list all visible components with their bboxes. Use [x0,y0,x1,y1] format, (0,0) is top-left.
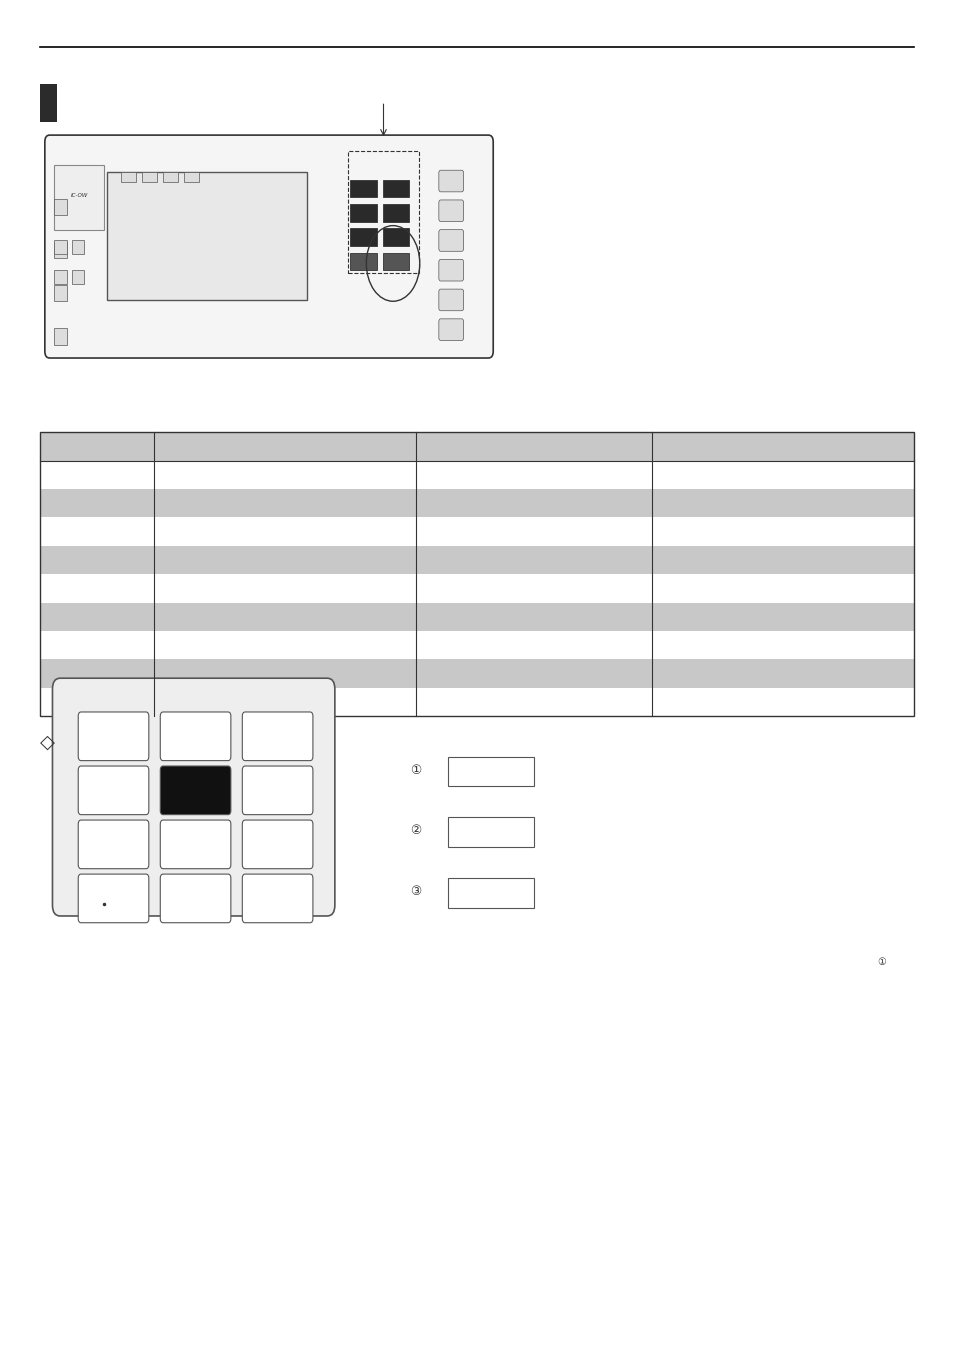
Bar [40,489,913,517]
Bar [40,517,913,546]
Bar [382,228,409,246]
FancyBboxPatch shape [78,766,149,815]
Bar [348,151,418,273]
FancyBboxPatch shape [242,712,313,761]
FancyBboxPatch shape [438,230,463,251]
Bar [40,574,913,603]
Bar [40,603,913,631]
FancyBboxPatch shape [45,135,493,358]
FancyBboxPatch shape [78,820,149,869]
FancyBboxPatch shape [78,874,149,923]
Text: ②: ② [410,824,421,838]
Bar [40,461,913,489]
Bar [54,285,67,301]
Bar [40,432,913,716]
FancyBboxPatch shape [78,712,149,761]
Bar [350,180,376,197]
FancyBboxPatch shape [242,820,313,869]
Bar [54,199,67,215]
Bar [54,165,104,230]
Text: ①: ① [877,957,885,967]
Bar [54,328,67,345]
FancyBboxPatch shape [438,319,463,340]
Bar [142,172,157,182]
FancyBboxPatch shape [242,766,313,815]
FancyBboxPatch shape [438,170,463,192]
FancyBboxPatch shape [160,766,231,815]
Bar [107,172,307,300]
Bar [448,757,534,786]
Bar [54,240,67,254]
Text: ◇: ◇ [40,732,55,751]
Text: ①: ① [410,763,421,777]
Bar [382,180,409,197]
Text: ③: ③ [410,885,421,898]
Bar [40,432,913,461]
Bar [40,546,913,574]
Bar [350,228,376,246]
Bar [448,817,534,847]
FancyBboxPatch shape [160,820,231,869]
Bar [40,84,57,122]
Bar [54,242,67,258]
FancyBboxPatch shape [52,678,335,916]
Bar [382,253,409,270]
Bar [350,204,376,222]
Text: IC-OW: IC-OW [71,193,88,199]
Bar [121,172,136,182]
Bar [71,270,84,284]
Bar [71,240,84,254]
Bar [163,172,178,182]
Bar [382,204,409,222]
FancyBboxPatch shape [438,289,463,311]
Bar [54,270,67,284]
Bar [350,253,376,270]
Bar [40,631,913,659]
Bar [448,878,534,908]
FancyBboxPatch shape [160,712,231,761]
FancyBboxPatch shape [438,259,463,281]
Bar [40,659,913,688]
Bar [184,172,199,182]
Bar [40,688,913,716]
FancyBboxPatch shape [242,874,313,923]
FancyBboxPatch shape [160,874,231,923]
FancyBboxPatch shape [438,200,463,222]
